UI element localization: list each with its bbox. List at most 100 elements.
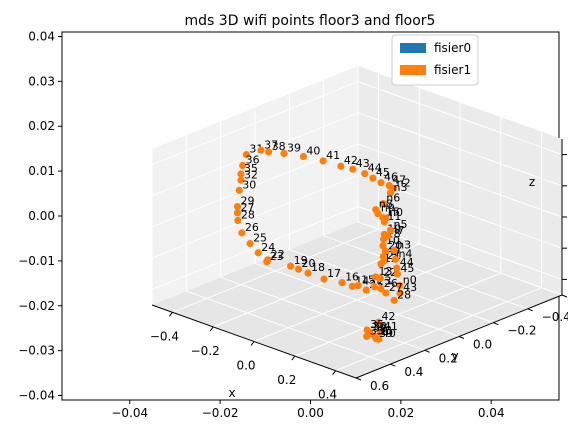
axes-3d xyxy=(151,66,568,381)
y-3d-tick xyxy=(493,322,499,326)
y-3d-tick xyxy=(424,349,430,353)
data-point xyxy=(393,270,401,278)
grid-line xyxy=(357,112,563,187)
data-point xyxy=(234,216,242,225)
x-3d-tick-label: 0.2 xyxy=(277,373,296,387)
legend-label-fisier1: fisier1 xyxy=(434,63,471,77)
y-3d-tick xyxy=(458,336,465,339)
point-label: 32 xyxy=(244,168,258,181)
x-3d-tick xyxy=(250,341,255,346)
data-point xyxy=(361,170,369,178)
point-label: 15 xyxy=(386,206,400,219)
outer-x-tick-label: 0.02 xyxy=(388,406,415,420)
point-label: n6 xyxy=(386,192,400,205)
point-label: 20 xyxy=(301,257,315,270)
point-label: 37 xyxy=(373,321,387,334)
z-axis-label: z xyxy=(529,175,535,189)
point-label: 24 xyxy=(261,241,275,254)
point-label: 40 xyxy=(382,327,396,340)
outer-x-tick-label: −0.04 xyxy=(111,406,148,420)
data-point xyxy=(257,146,265,154)
data-point xyxy=(320,275,328,283)
data-point xyxy=(396,289,404,297)
point-label: 18 xyxy=(311,261,325,274)
outer-y-tick-label: −0.01 xyxy=(18,254,55,268)
grid-line xyxy=(151,205,359,290)
point-label: 15 xyxy=(361,274,375,287)
data-point xyxy=(377,285,385,293)
point-label: 43 xyxy=(403,281,417,294)
data-point xyxy=(369,174,377,182)
point-label: 36 xyxy=(246,154,260,167)
data-point xyxy=(382,289,390,297)
data-point xyxy=(362,286,370,294)
point-label: 33 xyxy=(370,324,384,337)
data-point xyxy=(393,264,401,272)
data-point xyxy=(348,282,356,290)
outer-y-tick-label: 0.00 xyxy=(28,209,55,223)
point-label: 30 xyxy=(242,178,256,191)
data-point xyxy=(235,186,243,194)
legend: fisier0 fisier1 xyxy=(391,34,479,86)
y-3d-tick xyxy=(390,363,396,367)
point-label: 38 xyxy=(272,140,286,153)
y-3d-tick-label: 0.2 xyxy=(439,351,458,365)
data-point xyxy=(379,199,387,208)
x-3d-tick xyxy=(332,370,337,376)
data-point xyxy=(299,152,308,161)
point-label: n0 xyxy=(389,206,403,219)
grid-line xyxy=(254,263,460,337)
data-point xyxy=(382,214,390,222)
data-point xyxy=(239,161,247,170)
data-point xyxy=(304,269,312,277)
x-axis-label: x xyxy=(228,386,235,400)
point-label: n9 xyxy=(381,202,395,215)
data-point xyxy=(354,281,362,290)
data-point xyxy=(319,157,327,165)
point-label: 28 xyxy=(397,288,411,301)
grid-line xyxy=(151,112,359,197)
point-label: 27 xyxy=(241,201,255,214)
grid-line xyxy=(357,221,563,296)
y-3d-tick xyxy=(561,294,568,298)
data-point xyxy=(370,283,378,291)
data-point xyxy=(381,247,389,255)
point-label: 41 xyxy=(326,149,340,162)
point-label: 36 xyxy=(372,320,386,333)
point-label: 41 xyxy=(384,320,398,333)
point-label: n0 xyxy=(403,274,417,287)
point-label: 17 xyxy=(327,267,341,280)
legend-label-fisier0: fisier0 xyxy=(434,41,471,55)
point-label: 16 xyxy=(345,271,359,284)
point-label: 25 xyxy=(253,232,267,245)
grid-line xyxy=(220,276,425,351)
point-label: 19 xyxy=(294,254,308,267)
data-point xyxy=(280,149,288,158)
grid-line xyxy=(357,143,563,218)
data-point xyxy=(377,328,385,336)
grid-line xyxy=(151,81,359,166)
data-point xyxy=(390,296,398,304)
point-label: 39 xyxy=(287,141,301,154)
data-point xyxy=(237,176,245,184)
data-point xyxy=(233,209,242,217)
data-point xyxy=(386,189,395,197)
data-point xyxy=(391,255,400,263)
point-label: 38 xyxy=(378,324,392,337)
point-label: 28 xyxy=(241,208,255,221)
point-label: n8 xyxy=(379,198,393,211)
point-label: 43 xyxy=(356,157,370,170)
point-label: 26 xyxy=(245,221,259,234)
y-3d-tick xyxy=(355,377,362,381)
point-label: 40 xyxy=(306,144,320,157)
outer-x-tick-label: 0.00 xyxy=(297,406,324,420)
point-label: 46 xyxy=(384,171,398,184)
grid-line xyxy=(289,249,494,324)
data-point xyxy=(265,148,273,156)
x-3d-tick-label: −0.4 xyxy=(150,329,179,343)
data-point xyxy=(363,332,371,341)
outer-x-tick-label: −0.02 xyxy=(202,406,239,420)
point-label: 47 xyxy=(392,174,406,187)
data-point xyxy=(287,262,295,270)
